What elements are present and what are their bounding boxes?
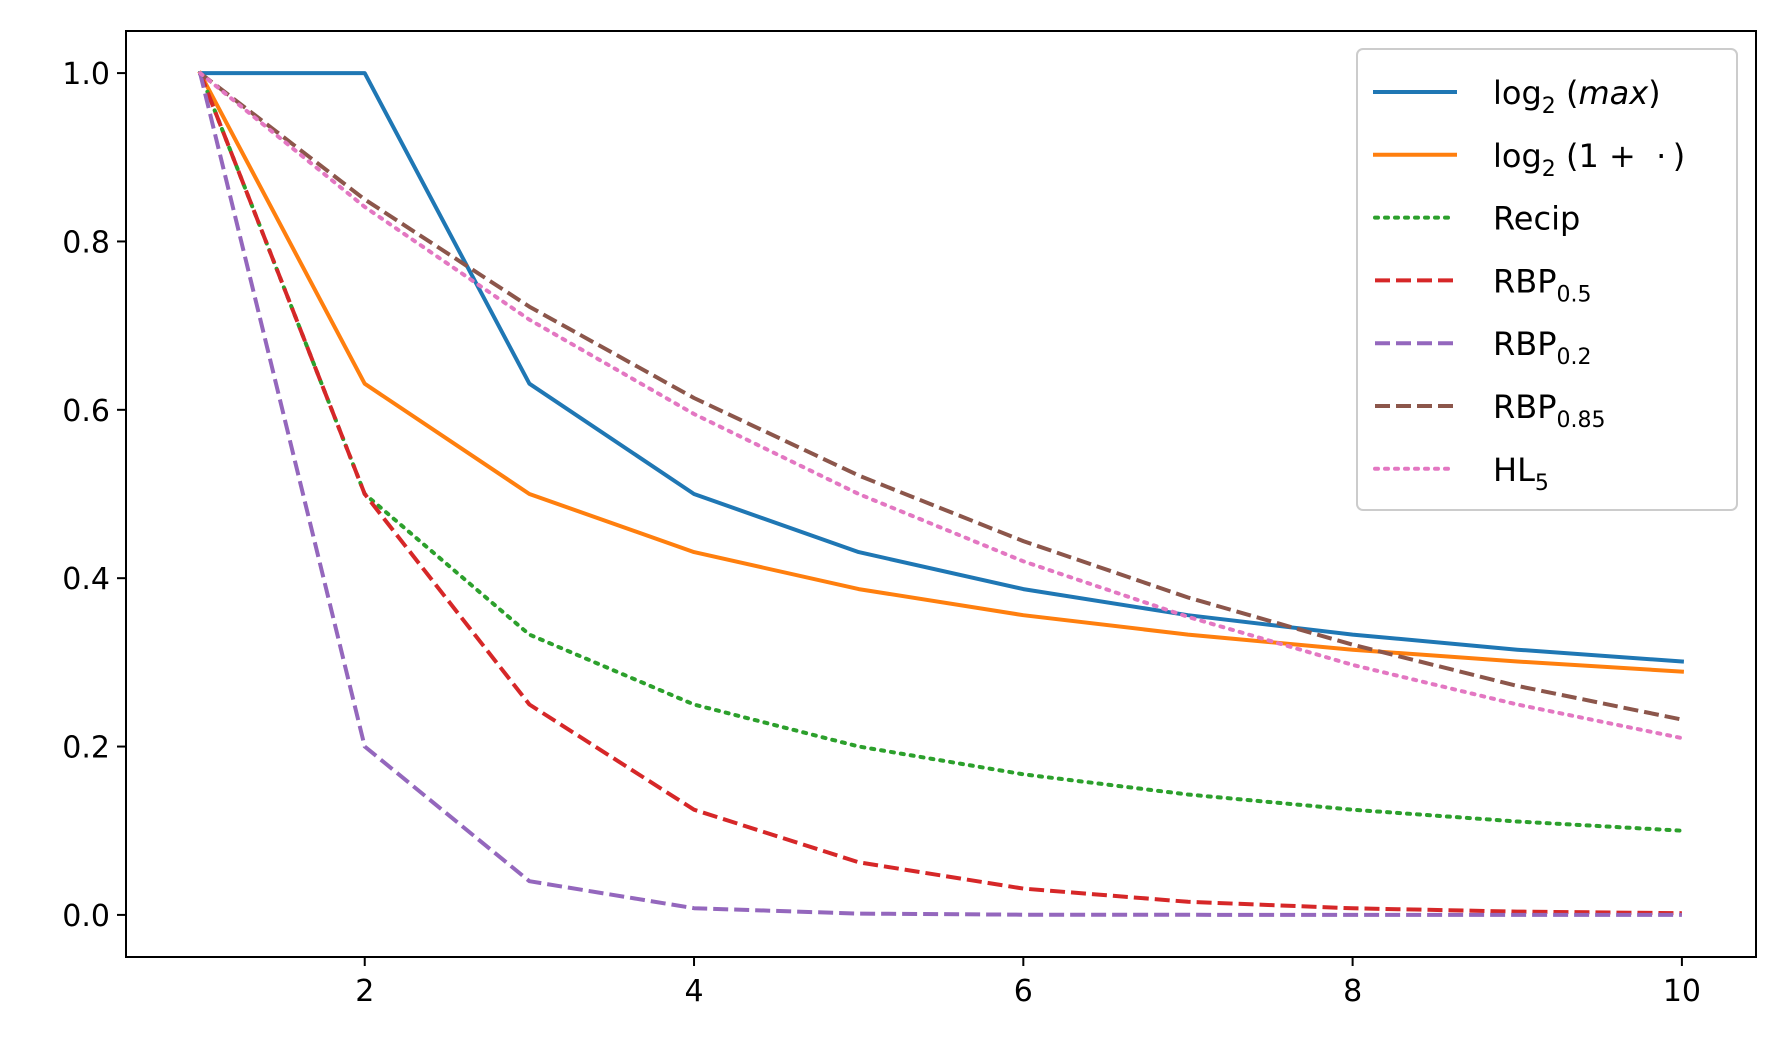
series-line-5 — [198, 71, 1683, 722]
legend-label-5: RBP0.85 — [1493, 388, 1605, 433]
legend-label-italic: max — [1578, 74, 1649, 112]
x-tick-label: 4 — [684, 974, 703, 1009]
series-line-2 — [198, 71, 1684, 833]
legend-label-text: log — [1493, 137, 1542, 175]
y-tick-label: 1.0 — [62, 57, 110, 92]
series-line-3 — [198, 72, 1682, 916]
axes-layer: 2 4 6 8 10 0.0 0.2 0.4 0.6 0.8 1.0 — [62, 57, 1701, 1009]
legend-label-0: log2 (max) — [1493, 74, 1661, 119]
legend-label-subscript: 2 — [1542, 94, 1556, 119]
legend-label-text: Recip — [1493, 200, 1580, 238]
y-tick-label: 0.4 — [62, 562, 110, 597]
y-tick-label: 0.0 — [62, 899, 110, 934]
series-line-0 — [198, 71, 1685, 664]
legend-label-3: RBP0.5 — [1493, 262, 1591, 307]
legend-label-subscript: 5 — [1535, 471, 1549, 496]
legend-label-subscript: 2 — [1542, 157, 1556, 182]
legend-label-1: log2 (1 + · ) — [1493, 137, 1685, 182]
legend-label-subscript: 0.2 — [1556, 345, 1591, 370]
legend-label-subscript: 0.85 — [1556, 408, 1605, 433]
legend: log2 (max)log2 (1 + · )RecipRBP0.5RBP0.2… — [1356, 48, 1738, 511]
legend-label-6: HL5 — [1493, 451, 1549, 496]
legend-label-rest: ( — [1556, 74, 1579, 112]
series-layer — [197, 70, 1685, 917]
x-tick-label: 6 — [1014, 974, 1033, 1009]
legend-label-tail: ) — [1648, 74, 1660, 112]
legend-label-4: RBP0.2 — [1493, 325, 1591, 370]
legend-label-rest: (1 + · ) — [1556, 137, 1685, 175]
x-tick-label: 8 — [1343, 974, 1362, 1009]
series-line-1 — [197, 70, 1685, 674]
legend-label-text: RBP — [1493, 325, 1556, 363]
series-line-6 — [198, 71, 1684, 741]
legend-label-text: RBP — [1493, 388, 1556, 426]
series-line-4 — [198, 72, 1682, 917]
legend-label-text: log — [1493, 74, 1542, 112]
legend-label-text: HL — [1493, 451, 1535, 489]
legend-label-2: Recip — [1493, 200, 1580, 238]
y-tick-label: 0.6 — [62, 394, 110, 429]
y-tick-label: 0.8 — [62, 225, 110, 260]
plot-frame — [125, 30, 1757, 958]
legend-label-text: RBP — [1493, 262, 1556, 300]
legend-label-subscript: 0.5 — [1556, 282, 1591, 307]
x-tick-label: 2 — [355, 974, 374, 1009]
legend-frame — [1356, 48, 1738, 511]
x-tick-label: 10 — [1663, 974, 1701, 1009]
y-tick-label: 0.2 — [62, 731, 110, 766]
